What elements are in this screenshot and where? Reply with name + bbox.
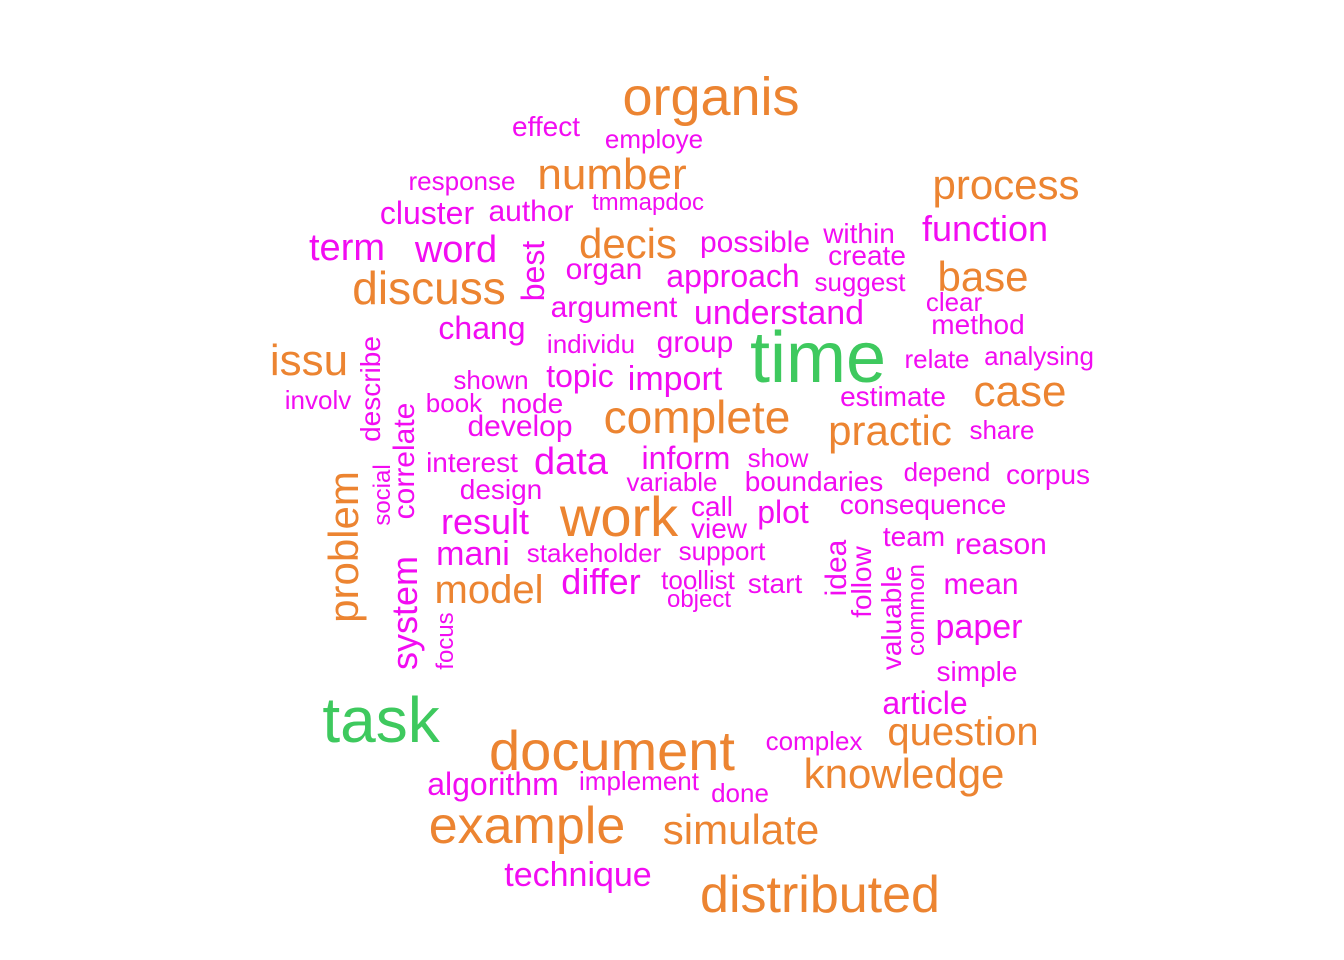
word-call: call xyxy=(690,491,734,522)
word-employe: employe xyxy=(604,124,704,154)
word-implement: implement xyxy=(579,766,699,796)
word-individu: individu xyxy=(546,329,636,359)
word-process: process xyxy=(932,161,1080,208)
word-approach: approach xyxy=(666,258,800,294)
word-task: task xyxy=(322,684,440,756)
word-social: social xyxy=(369,464,396,526)
word-object: object xyxy=(666,586,732,613)
word-knowledge: knowledge xyxy=(803,750,1005,797)
word-import: import xyxy=(627,360,723,398)
word-discuss: discuss xyxy=(352,262,506,314)
word-topic: topic xyxy=(546,358,614,394)
word-document: document xyxy=(489,719,735,782)
word-valuable: valuable xyxy=(876,565,907,671)
word-clear: clear xyxy=(925,287,983,317)
word-mani: mani xyxy=(436,535,510,573)
word-number: number xyxy=(537,150,687,199)
word-group: group xyxy=(656,326,734,359)
word-done: done xyxy=(711,778,769,808)
word-interest: interest xyxy=(426,447,518,478)
word-system: system xyxy=(384,555,425,671)
word-toollist: toollist xyxy=(661,565,735,595)
word-practic: practic xyxy=(828,407,952,454)
word-distributed: distributed xyxy=(700,866,940,924)
word-word: word xyxy=(414,229,498,271)
word-time: time xyxy=(749,318,887,398)
word-node: node xyxy=(500,388,564,419)
word-method: method xyxy=(931,309,1025,340)
word-argument: argument xyxy=(550,291,678,324)
word-technique: technique xyxy=(504,856,652,894)
word-simulate: simulate xyxy=(662,806,820,853)
word-design: design xyxy=(459,474,543,505)
word-question: question xyxy=(887,710,1039,754)
word-simple: simple xyxy=(936,656,1018,687)
word-develop: develop xyxy=(467,410,573,443)
word-decis: decis xyxy=(578,220,678,267)
word-common: common xyxy=(903,563,930,657)
word-inform: inform xyxy=(641,440,731,476)
word-view: view xyxy=(690,513,748,544)
word-start: start xyxy=(747,568,803,599)
word-differ: differ xyxy=(561,561,641,602)
word-describe: describe xyxy=(355,336,386,442)
word-follow: follow xyxy=(846,546,877,618)
word-estimate: estimate xyxy=(840,381,946,412)
word-data: data xyxy=(534,441,608,483)
word-possible: possible xyxy=(699,226,811,259)
word-base: base xyxy=(937,253,1029,300)
word-shown: shown xyxy=(453,365,529,395)
word-focus: focus xyxy=(432,612,459,670)
word-analysing: analysing xyxy=(984,341,1094,371)
word-cluster: cluster xyxy=(379,195,475,231)
word-paper: paper xyxy=(935,608,1023,646)
word-model: model xyxy=(434,568,544,612)
word-share: share xyxy=(969,415,1035,445)
word-depend: depend xyxy=(903,457,991,487)
word-best: best xyxy=(515,240,551,302)
word-create: create xyxy=(828,240,906,271)
word-organis: organis xyxy=(622,67,800,127)
word-book: book xyxy=(425,388,483,418)
word-function: function xyxy=(921,208,1049,249)
word-result: result xyxy=(440,501,530,542)
word-relate: relate xyxy=(904,344,970,374)
word-article: article xyxy=(882,685,968,721)
word-within: within xyxy=(823,218,895,249)
word-suggest: suggest xyxy=(814,267,906,297)
word-effect: effect xyxy=(512,111,580,142)
word-complex: complex xyxy=(765,726,863,756)
word-stakeholder: stakeholder xyxy=(526,538,662,568)
word-response: response xyxy=(408,166,516,196)
word-involv: involv xyxy=(284,385,352,415)
word-term: term xyxy=(309,227,385,269)
word-understand: understand xyxy=(693,294,865,332)
word-consequence: consequence xyxy=(839,489,1007,520)
word-case: case xyxy=(973,367,1067,416)
word-example: example xyxy=(428,797,626,855)
word-work: work xyxy=(559,485,679,548)
word-chang: chang xyxy=(438,310,526,346)
word-algorithm: algorithm xyxy=(427,766,559,802)
word-problem: problem xyxy=(320,471,367,623)
word-variable: variable xyxy=(626,467,718,497)
word-plot: plot xyxy=(757,494,809,530)
word-boundaries: boundaries xyxy=(744,466,884,497)
word-show: show xyxy=(747,443,809,473)
word-organ: organ xyxy=(565,253,643,286)
word-tmmapdoc: tmmapdoc xyxy=(591,189,705,216)
word-reason: reason xyxy=(955,528,1047,561)
word-support: support xyxy=(678,536,766,566)
word-issu: issu xyxy=(269,336,349,385)
word-mean: mean xyxy=(943,568,1019,601)
word-team: team xyxy=(882,521,946,552)
word-complete: complete xyxy=(603,391,791,443)
word-corpus: corpus xyxy=(1005,459,1091,490)
word-author: author xyxy=(488,195,574,228)
